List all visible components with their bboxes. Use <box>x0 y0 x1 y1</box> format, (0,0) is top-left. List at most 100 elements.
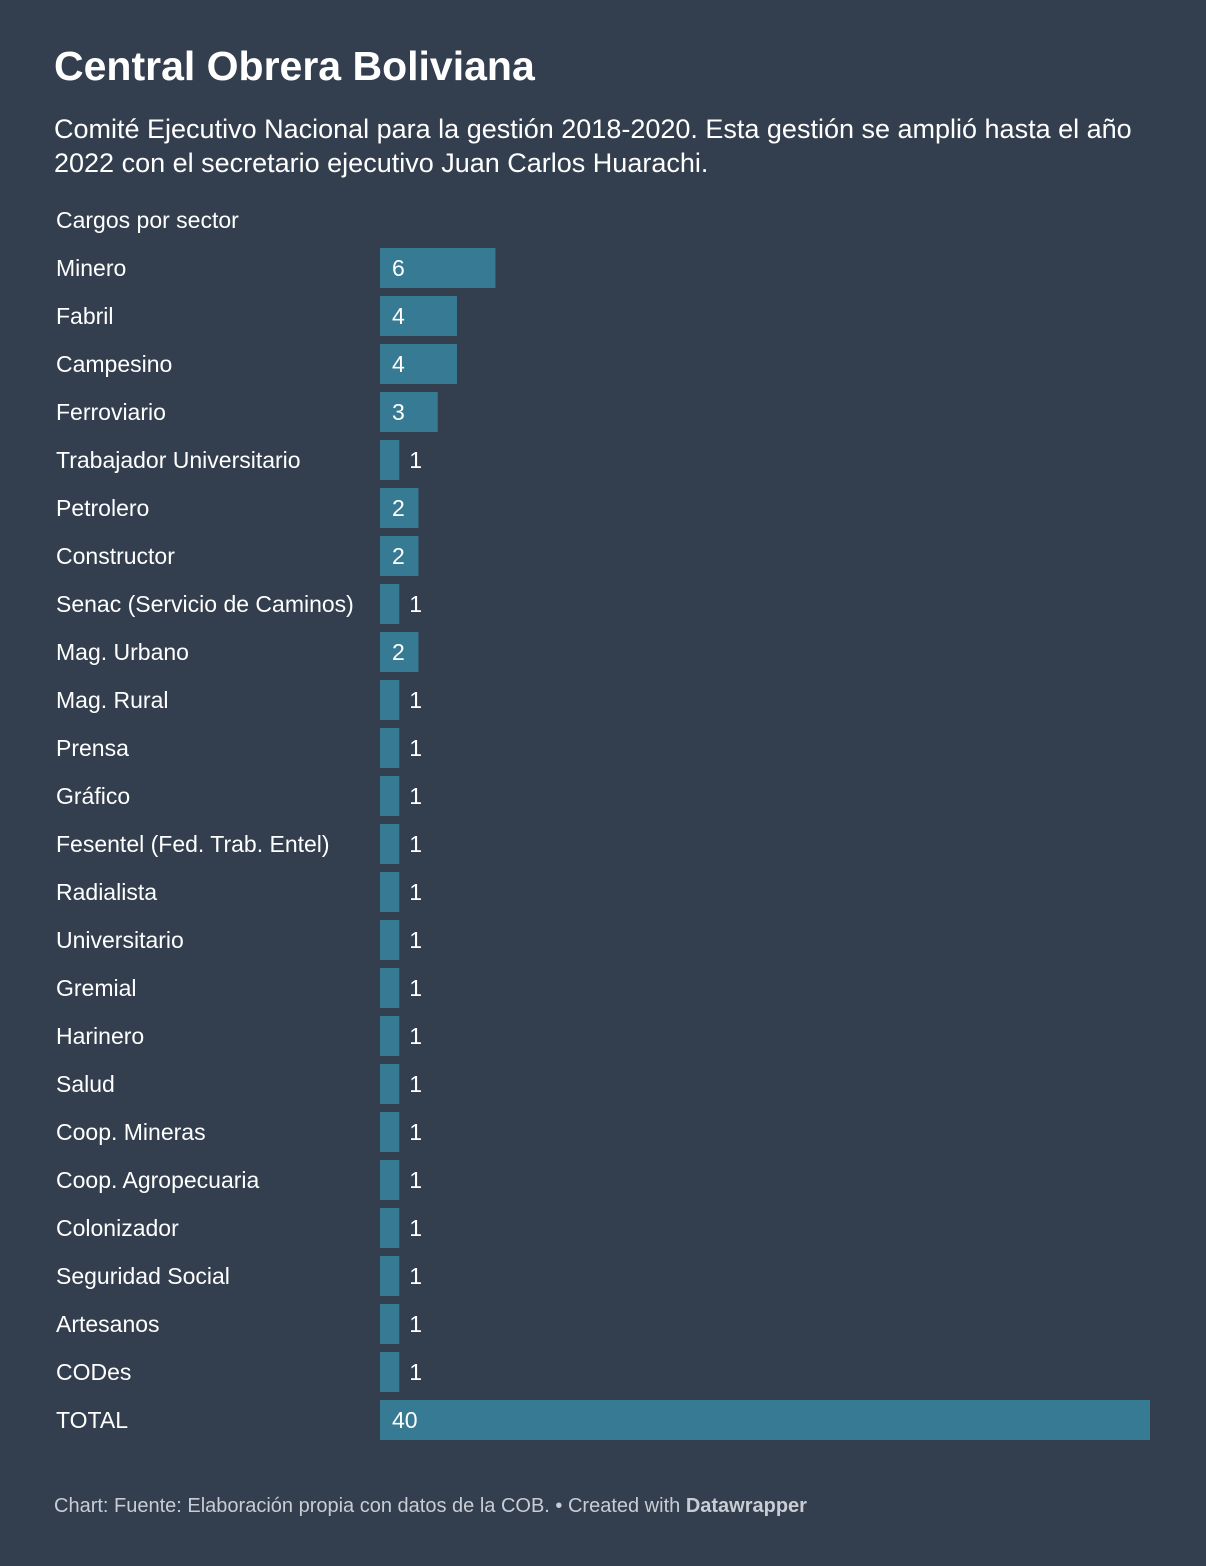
value-label: 3 <box>392 399 405 425</box>
bar-constructor <box>380 536 419 576</box>
bar-row-trabajador-universitario: Trabajador Universitario 1 <box>56 440 422 480</box>
bar-row-radialista: Radialista 1 <box>56 872 422 912</box>
category-label: Seguridad Social <box>56 1263 230 1289</box>
bar-row-harinero: Harinero 1 <box>56 1016 422 1056</box>
bar-coop-agropecuaria <box>380 1160 400 1200</box>
value-label: 1 <box>409 447 422 473</box>
category-label: CODes <box>56 1359 131 1385</box>
chart-subtitle: Comité Ejecutivo Nacional para la gestió… <box>54 114 1132 178</box>
bar-row-petrolero: Petrolero 2 <box>56 488 419 528</box>
bar-row-universitario: Universitario 1 <box>56 920 422 960</box>
bar-harinero <box>380 1016 400 1056</box>
bar-fabril <box>380 296 457 336</box>
bar-row-campesino: Campesino 4 <box>56 344 457 384</box>
value-label: 40 <box>392 1407 418 1433</box>
footer-source: Chart: Fuente: Elaboración propia con da… <box>54 1495 550 1517</box>
bar-row-coop-mineras: Coop. Mineras 1 <box>56 1112 422 1152</box>
category-label: Salud <box>56 1071 115 1097</box>
bar-row-total: TOTAL 40 <box>56 1400 1150 1440</box>
value-label: 2 <box>392 639 405 665</box>
value-label: 1 <box>409 687 422 713</box>
value-label: 1 <box>409 1023 422 1049</box>
category-label: Senac (Servicio de Caminos) <box>56 591 354 617</box>
value-label: 4 <box>392 303 405 329</box>
bar-petrolero <box>380 488 419 528</box>
bar-coop-mineras <box>380 1112 400 1152</box>
category-label: Gráfico <box>56 783 130 809</box>
category-label: Constructor <box>56 543 175 569</box>
bar-row-salud: Salud 1 <box>56 1064 422 1104</box>
bar-row-mag-rural: Mag. Rural 1 <box>56 680 422 720</box>
bar-trabajador-universitario <box>380 440 400 480</box>
value-label: 1 <box>409 1167 422 1193</box>
category-label: Trabajador Universitario <box>56 447 301 473</box>
bar-row-senac-servicio-de-caminos: Senac (Servicio de Caminos) 1 <box>56 584 422 624</box>
value-label: 1 <box>409 1359 422 1385</box>
bar-fesentel-fed-trab-entel <box>380 824 400 864</box>
category-label: Colonizador <box>56 1215 179 1241</box>
datawrapper-brand-link[interactable]: Datawrapper <box>685 1495 807 1517</box>
category-label: Petrolero <box>56 495 149 521</box>
bar-salud <box>380 1064 400 1104</box>
value-label: 1 <box>409 1071 422 1097</box>
category-label: Prensa <box>56 735 129 761</box>
bar-mag-rural <box>380 680 400 720</box>
bar-campesino <box>380 344 457 384</box>
value-label: 1 <box>409 879 422 905</box>
value-label: 1 <box>409 1215 422 1241</box>
bar-minero <box>380 248 496 288</box>
bar-prensa <box>380 728 400 768</box>
value-label: 1 <box>409 1311 422 1337</box>
value-label: 2 <box>392 543 405 569</box>
value-label: 1 <box>409 783 422 809</box>
category-label: Harinero <box>56 1023 144 1049</box>
bar-ferroviario <box>380 392 438 432</box>
category-label: Mag. Rural <box>56 687 168 713</box>
category-label: Radialista <box>56 879 157 905</box>
value-label: 1 <box>409 927 422 953</box>
bar-row-ferroviario: Ferroviario 3 <box>56 392 438 432</box>
value-label: 1 <box>409 1119 422 1145</box>
column-header: Cargos por sector <box>56 207 239 233</box>
value-label: 6 <box>392 255 405 281</box>
bar-row-artesanos: Artesanos 1 <box>56 1304 422 1344</box>
category-label: Coop. Mineras <box>56 1119 206 1145</box>
category-label: Universitario <box>56 927 184 953</box>
footer-created-with: Created with <box>567 1495 681 1517</box>
category-label: Campesino <box>56 351 172 377</box>
bar-mag-urbano <box>380 632 419 672</box>
bar-seguridad-social <box>380 1256 400 1296</box>
bar-total <box>380 1400 1150 1440</box>
bar-row-seguridad-social: Seguridad Social 1 <box>56 1256 422 1296</box>
category-label: Mag. Urbano <box>56 639 189 665</box>
chart-title: Central Obrera Boliviana <box>54 43 535 89</box>
value-label: 4 <box>392 351 405 377</box>
bar-row-fabril: Fabril 4 <box>56 296 457 336</box>
bar-chart: Minero 6 Fabril 4 Campesino 4 Ferroviario 3 Trab… <box>56 248 1150 1440</box>
chart-footer: Chart: Fuente: Elaboración propia con da… <box>54 1493 807 1519</box>
bar-row-prensa: Prensa 1 <box>56 728 422 768</box>
bar-row-grafico: Gráfico 1 <box>56 776 422 816</box>
bar-colonizador <box>380 1208 400 1248</box>
bar-codes <box>380 1352 400 1392</box>
bar-row-constructor: Constructor 2 <box>56 536 419 576</box>
category-label: Coop. Agropecuaria <box>56 1167 260 1193</box>
bar-artesanos <box>380 1304 400 1344</box>
value-label: 1 <box>409 735 422 761</box>
category-label: Fesentel (Fed. Trab. Entel) <box>56 831 330 857</box>
bar-senac-servicio-de-caminos <box>380 584 400 624</box>
value-label: 2 <box>392 495 405 521</box>
category-label: Fabril <box>56 303 114 329</box>
bar-row-gremial: Gremial 1 <box>56 968 422 1008</box>
category-label: TOTAL <box>56 1407 128 1433</box>
bar-row-minero: Minero 6 <box>56 248 496 288</box>
category-label: Minero <box>56 255 126 281</box>
category-label: Gremial <box>56 975 137 1001</box>
category-label: Artesanos <box>56 1311 160 1337</box>
bar-row-coop-agropecuaria: Coop. Agropecuaria 1 <box>56 1160 422 1200</box>
bar-row-mag-urbano: Mag. Urbano 2 <box>56 632 419 672</box>
bar-radialista <box>380 872 400 912</box>
footer-separator: • <box>549 1495 568 1517</box>
bar-gremial <box>380 968 400 1008</box>
bar-row-colonizador: Colonizador 1 <box>56 1208 422 1248</box>
